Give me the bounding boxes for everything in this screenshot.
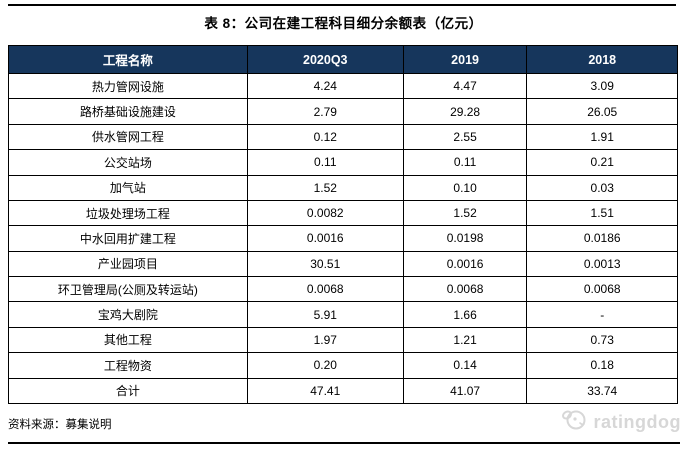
value-cell: 0.0016 bbox=[402, 250, 528, 278]
value-cell: 0.0016 bbox=[246, 225, 404, 252]
value-cell: 33.74 bbox=[526, 377, 678, 404]
value-cell: 47.41 bbox=[246, 377, 404, 404]
value-cell: 0.14 bbox=[402, 352, 528, 379]
table-row: 供水管网工程 0.12 2.55 1.91 bbox=[8, 123, 678, 151]
column-header-2019: 2019 bbox=[402, 45, 528, 74]
value-cell: 0.0186 bbox=[526, 225, 678, 252]
project-name-cell: 中水回用扩建工程 bbox=[8, 225, 248, 252]
project-name-cell: 供水管网工程 bbox=[8, 123, 248, 151]
value-cell: 0.21 bbox=[526, 149, 678, 176]
column-header-2018: 2018 bbox=[526, 45, 678, 74]
brand-wordmark: ratingdog bbox=[593, 412, 681, 432]
table-body: 热力管网设施 4.24 4.47 3.09 路桥基础设施建设 2.79 29.2… bbox=[8, 72, 678, 404]
cip-balance-table: 工程名称 2020Q3 2019 2018 热力管网设施 4.24 4.47 3… bbox=[8, 45, 678, 404]
value-cell: 1.52 bbox=[402, 199, 528, 227]
project-name-cell: 其他工程 bbox=[8, 326, 248, 354]
ratingdog-logo: ratingdog bbox=[561, 407, 682, 438]
source-note: 资料来源：募集说明 bbox=[8, 419, 112, 431]
value-cell: 1.51 bbox=[526, 199, 678, 227]
value-cell: 0.11 bbox=[402, 149, 528, 176]
table-row: 其他工程 1.97 1.21 0.73 bbox=[8, 326, 678, 354]
value-cell: 4.24 bbox=[246, 72, 404, 100]
table-row: 工程物资 0.20 0.14 0.18 bbox=[8, 352, 678, 379]
project-name-cell: 垃圾处理场工程 bbox=[8, 199, 248, 227]
value-cell: 1.97 bbox=[246, 326, 404, 354]
table-row: 中水回用扩建工程 0.0016 0.0198 0.0186 bbox=[8, 225, 678, 252]
value-cell: 41.07 bbox=[402, 377, 528, 404]
table-row: 合计 47.41 41.07 33.74 bbox=[8, 377, 678, 404]
value-cell: 0.0013 bbox=[526, 250, 678, 278]
value-cell: 0.03 bbox=[526, 174, 678, 201]
table-row: 产业园项目 30.51 0.0016 0.0013 bbox=[8, 250, 678, 278]
value-cell: 0.0198 bbox=[402, 225, 528, 252]
project-name-cell: 合计 bbox=[8, 377, 248, 404]
value-cell: 0.0068 bbox=[526, 275, 678, 303]
table-row: 环卫管理局(公厕及转运站) 0.0068 0.0068 0.0068 bbox=[8, 275, 678, 303]
value-cell: 1.66 bbox=[402, 301, 528, 328]
value-cell: 4.47 bbox=[402, 72, 528, 100]
value-cell: 3.09 bbox=[526, 72, 678, 100]
value-cell: 1.21 bbox=[402, 326, 528, 354]
project-name-cell: 产业园项目 bbox=[8, 250, 248, 278]
table-row: 热力管网设施 4.24 4.47 3.09 bbox=[8, 72, 678, 100]
table-row: 宝鸡大剧院 5.91 1.66 - bbox=[8, 301, 678, 328]
bottom-rule bbox=[8, 442, 680, 444]
value-cell: 29.28 bbox=[402, 98, 528, 125]
value-cell: 0.0082 bbox=[246, 199, 404, 227]
project-name-cell: 热力管网设施 bbox=[8, 72, 248, 100]
value-cell: 0.18 bbox=[526, 352, 678, 379]
table-row: 公交站场 0.11 0.11 0.21 bbox=[8, 149, 678, 176]
value-cell: - bbox=[526, 301, 678, 328]
value-cell: 0.12 bbox=[246, 123, 404, 151]
column-header-2020q3: 2020Q3 bbox=[246, 45, 404, 74]
project-name-cell: 公交站场 bbox=[8, 149, 248, 176]
column-header-project-name: 工程名称 bbox=[8, 45, 248, 74]
value-cell: 1.52 bbox=[246, 174, 404, 201]
value-cell: 26.05 bbox=[526, 98, 678, 125]
dog-icon bbox=[561, 407, 589, 438]
value-cell: 0.73 bbox=[526, 326, 678, 354]
value-cell: 0.0068 bbox=[402, 275, 528, 303]
value-cell: 2.79 bbox=[246, 98, 404, 125]
value-cell: 0.11 bbox=[246, 149, 404, 176]
value-cell: 0.20 bbox=[246, 352, 404, 379]
value-cell: 0.0068 bbox=[246, 275, 404, 303]
page-title: 表 8：公司在建工程科目细分余额表（亿元） bbox=[204, 16, 483, 31]
value-cell: 1.91 bbox=[526, 123, 678, 151]
value-cell: 30.51 bbox=[246, 250, 404, 278]
value-cell: 2.55 bbox=[402, 123, 528, 151]
project-name-cell: 加气站 bbox=[8, 174, 248, 201]
value-cell: 0.10 bbox=[402, 174, 528, 201]
table-row: 垃圾处理场工程 0.0082 1.52 1.51 bbox=[8, 199, 678, 227]
project-name-cell: 环卫管理局(公厕及转运站) bbox=[8, 275, 248, 303]
project-name-cell: 宝鸡大剧院 bbox=[8, 301, 248, 328]
top-rule bbox=[8, 4, 676, 6]
table-row: 路桥基础设施建设 2.79 29.28 26.05 bbox=[8, 98, 678, 125]
project-name-cell: 路桥基础设施建设 bbox=[8, 98, 248, 125]
table-row: 加气站 1.52 0.10 0.03 bbox=[8, 174, 678, 201]
project-name-cell: 工程物资 bbox=[8, 352, 248, 379]
table-header-row: 工程名称 2020Q3 2019 2018 bbox=[8, 45, 678, 74]
value-cell: 5.91 bbox=[246, 301, 404, 328]
